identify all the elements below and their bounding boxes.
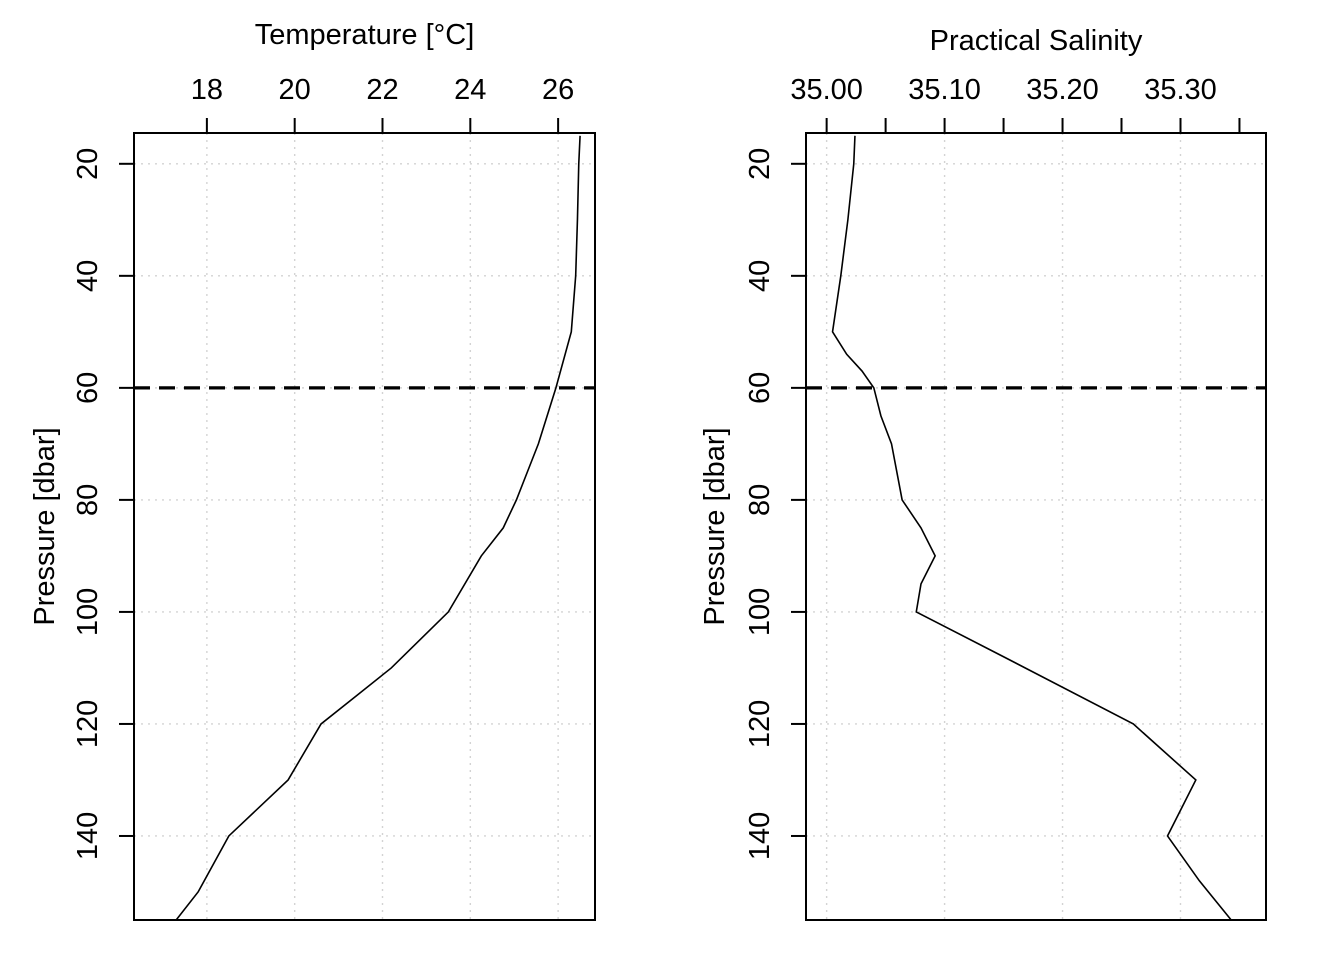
- salinity-y-tick-label: 140: [744, 812, 776, 860]
- temperature-plot-frame: [133, 132, 596, 921]
- salinity-y-axis-title: Pressure [dbar]: [699, 427, 731, 625]
- temperature-y-tick-label: 100: [72, 588, 104, 636]
- salinity-x-axis-title: Practical Salinity: [930, 25, 1143, 57]
- salinity-profile-line: [831, 135, 1232, 920]
- salinity-x-tick-label: 35.00: [790, 74, 863, 106]
- salinity-x-tick-label: 35.10: [908, 74, 981, 106]
- temperature-y-tick-label: 80: [72, 484, 104, 516]
- salinity-x-tick-label: 35.30: [1144, 74, 1217, 106]
- temperature-y-tick-label: 20: [72, 148, 104, 180]
- salinity-y-tick-label: 120: [744, 700, 776, 748]
- temperature-x-tick-label: 22: [366, 74, 398, 106]
- temperature-profile-line: [175, 135, 581, 920]
- temperature-y-tick-label: 40: [72, 260, 104, 292]
- salinity-y-tick-label: 40: [744, 260, 776, 292]
- temperature-y-tick-label: 60: [72, 372, 104, 404]
- salinity-x-tick-label: 35.20: [1026, 74, 1099, 106]
- temperature-x-tick-label: 24: [454, 74, 486, 106]
- salinity-panel: 35.00 35.10 35.20 35.30 20 40 60 80 100 120 140 Pra…: [699, 25, 1267, 921]
- temperature-x-tick-label: 20: [279, 74, 311, 106]
- temperature-y-tick-label: 120: [72, 700, 104, 748]
- temperature-y-axis-title: Pressure [dbar]: [29, 427, 61, 625]
- salinity-plot-frame: [805, 132, 1267, 921]
- temperature-x-tick-label: 26: [542, 74, 574, 106]
- salinity-y-tick-label: 100: [744, 588, 776, 636]
- temperature-panel: 18 20 22 24 26 20 40 60 80 100 120 140 Temperature […: [29, 19, 596, 921]
- salinity-y-tick-label: 80: [744, 484, 776, 516]
- temperature-x-tick-label: 18: [191, 74, 223, 106]
- salinity-y-tick-label: 20: [744, 148, 776, 180]
- temperature-x-axis-title: Temperature [°C]: [255, 19, 475, 51]
- salinity-y-tick-label: 60: [744, 372, 776, 404]
- temperature-y-tick-label: 140: [72, 812, 104, 860]
